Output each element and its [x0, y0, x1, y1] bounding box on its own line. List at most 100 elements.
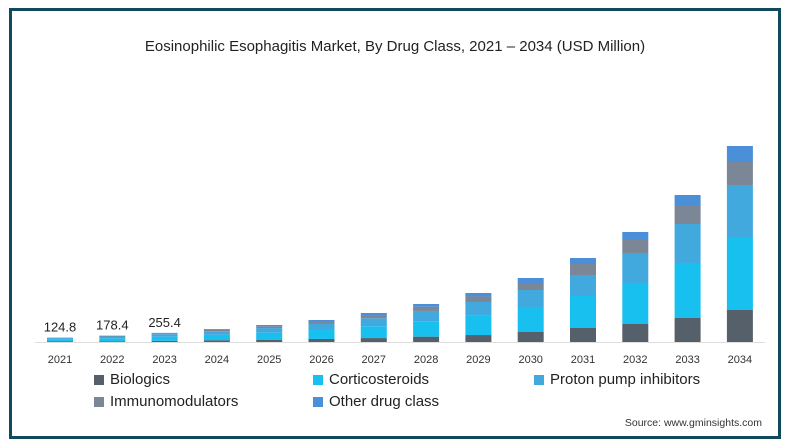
x-tick-label: 2030: [518, 354, 542, 366]
bar-segment-other-drug-class-2027: [360, 313, 387, 316]
x-tick-label: 2021: [48, 354, 72, 366]
legend-label: Biologics: [110, 371, 171, 388]
bar-segment-corticosteroids-2033: [674, 263, 701, 318]
bar-segment-corticosteroids-2031: [570, 296, 596, 328]
x-tick-label: 2028: [414, 354, 438, 366]
legend-label: Other drug class: [329, 393, 440, 410]
bar-segment-immunomodulators-2033: [674, 206, 701, 224]
bar-segment-immunomodulators-2032: [622, 239, 649, 253]
bar-segment-corticosteroids-2024: [203, 334, 230, 341]
chart-frame: [9, 8, 781, 439]
bar-segment-proton-pump-inhibitors-2032: [622, 253, 649, 283]
x-tick-label: 2032: [623, 354, 647, 366]
bar-segment-biologics-2033: [674, 318, 701, 342]
bar-segment-immunomodulators-2025: [256, 326, 283, 329]
x-tick-label: 2034: [728, 354, 752, 366]
legend-swatch: [313, 396, 323, 407]
legend-label: Corticosteroids: [329, 371, 430, 388]
bar-segment-proton-pump-inhibitors-2022: [99, 336, 126, 339]
legend-item-biologics: Biologics: [94, 371, 170, 388]
bar-segment-biologics-2034: [726, 310, 753, 342]
bar-segment-immunomodulators-2022: [99, 335, 126, 337]
bar-segment-other-drug-class-2029: [465, 293, 492, 297]
legend-item-proton-pump-inhibitors: Proton pump inhibitors: [534, 371, 700, 388]
bar-segment-other-drug-class-2025: [256, 325, 283, 327]
legend-swatch: [94, 396, 104, 407]
x-tick-label: 2025: [257, 354, 281, 366]
bar-segment-proton-pump-inhibitors-2031: [570, 275, 596, 296]
bar-segment-corticosteroids-2028: [413, 321, 440, 337]
bar-segment-other-drug-class-2024: [203, 329, 230, 330]
bar-segment-biologics-2032: [622, 324, 649, 342]
bar-segment-proton-pump-inhibitors-2030: [517, 290, 544, 307]
bar-segment-biologics-2023: [151, 340, 178, 342]
bar-segment-corticosteroids-2025: [256, 332, 283, 340]
legend-item-other-drug-class: Other drug class: [313, 393, 439, 410]
bar-segment-other-drug-class-2028: [413, 304, 440, 307]
bar-segment-biologics-2025: [256, 339, 283, 342]
bar-segment-biologics-2026: [308, 338, 335, 342]
bar-segment-biologics-2022: [99, 341, 126, 342]
bar-segment-immunomodulators-2031: [570, 264, 596, 275]
bar-segment-corticosteroids-2027: [360, 326, 387, 339]
bar-segment-immunomodulators-2027: [360, 315, 387, 319]
x-tick-label: 2026: [309, 354, 333, 366]
bar-segment-immunomodulators-2030: [517, 283, 544, 290]
bar-segment-biologics-2030: [517, 332, 544, 342]
bar-segment-corticosteroids-2032: [622, 283, 649, 324]
x-tick-label: 2029: [466, 354, 490, 366]
bar-segment-other-drug-class-2031: [570, 258, 596, 264]
bar-segment-corticosteroids-2034: [726, 237, 753, 310]
bar-segment-other-drug-class-2033: [674, 195, 701, 206]
chart-title: Eosinophilic Esophagitis Market, By Drug…: [144, 38, 646, 55]
bar-segment-immunomodulators-2026: [308, 321, 335, 324]
bar-segment-proton-pump-inhibitors-2033: [674, 224, 701, 263]
bar-segment-proton-pump-inhibitors-2034: [726, 185, 753, 237]
bar-segment-corticosteroids-2023: [151, 336, 178, 341]
bar-segment-other-drug-class-2030: [517, 278, 544, 283]
legend-swatch: [94, 374, 104, 385]
bar-segment-proton-pump-inhibitors-2027: [360, 318, 387, 327]
bar-segment-proton-pump-inhibitors-2025: [256, 328, 283, 333]
bar-segment-corticosteroids-2026: [308, 330, 335, 339]
bar-segment-immunomodulators-2034: [726, 162, 753, 185]
data-label: 255.4: [148, 315, 181, 330]
legend-label: Proton pump inhibitors: [550, 371, 701, 388]
legend-swatch: [534, 374, 544, 385]
legend-item-corticosteroids: Corticosteroids: [313, 371, 429, 388]
bar-segment-proton-pump-inhibitors-2028: [413, 310, 440, 322]
x-tick-label: 2024: [205, 354, 229, 366]
bar-segment-corticosteroids-2022: [99, 338, 126, 342]
bar-segment-immunomodulators-2023: [151, 333, 178, 335]
bar-segment-other-drug-class-2034: [726, 146, 753, 162]
x-tick-label: 2023: [152, 354, 176, 366]
bar-segment-proton-pump-inhibitors-2023: [151, 334, 178, 337]
bar-segment-other-drug-class-2032: [622, 232, 649, 239]
bar-segment-immunomodulators-2029: [465, 296, 492, 302]
bar-segment-biologics-2024: [203, 340, 230, 342]
bar-segment-immunomodulators-2024: [203, 329, 230, 332]
source-text: Source: www.gminsights.com: [624, 417, 762, 429]
bar-segment-biologics-2029: [465, 335, 492, 342]
legend-swatch: [313, 374, 323, 385]
bar-segment-proton-pump-inhibitors-2029: [465, 302, 492, 316]
bar-segment-biologics-2027: [360, 338, 387, 342]
x-tick-label: 2027: [362, 354, 386, 366]
bar-segment-proton-pump-inhibitors-2026: [308, 323, 335, 331]
bar-segment-proton-pump-inhibitors-2021: [47, 338, 73, 340]
data-label: 124.8: [44, 320, 77, 335]
data-label: 178.4: [96, 318, 129, 333]
x-tick-label: 2031: [571, 354, 595, 366]
bar-segment-immunomodulators-2028: [413, 306, 440, 311]
bar-segment-biologics-2028: [413, 336, 440, 342]
bar-segment-corticosteroids-2030: [517, 307, 544, 332]
bar-segment-corticosteroids-2021: [47, 339, 73, 342]
x-tick-label: 2033: [675, 354, 699, 366]
legend-label: Immunomodulators: [110, 393, 239, 410]
bar-segment-corticosteroids-2029: [465, 315, 492, 336]
x-tick-label: 2022: [100, 354, 124, 366]
bar-segment-other-drug-class-2026: [308, 320, 335, 322]
bar-segment-proton-pump-inhibitors-2024: [203, 331, 230, 335]
bar-segment-biologics-2031: [570, 328, 596, 342]
